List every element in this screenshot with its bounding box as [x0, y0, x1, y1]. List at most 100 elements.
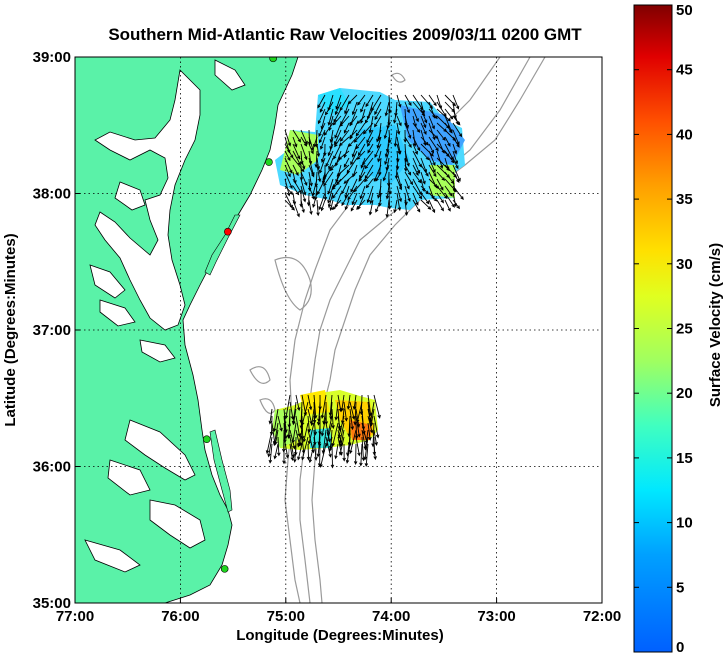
colorbar-tick-label: 45	[676, 62, 693, 79]
velocity-vector	[317, 108, 326, 125]
velocity-vector	[373, 394, 381, 419]
velocity-vector	[331, 199, 342, 211]
velocity-vector	[385, 199, 390, 218]
velocity-vector	[428, 136, 439, 152]
velocity-vector	[444, 150, 455, 164]
velocity-vector	[412, 157, 421, 174]
velocity-vector	[362, 122, 374, 135]
velocity-vector	[353, 178, 366, 193]
velocity-vector	[323, 185, 328, 201]
radar-station-marker	[269, 57, 277, 63]
velocity-vector	[452, 115, 461, 126]
velocity-vector	[384, 143, 390, 158]
velocity-vector	[420, 115, 427, 129]
velocity-vector	[347, 185, 358, 201]
velocity-vector	[420, 108, 428, 124]
velocity-vector	[404, 101, 410, 114]
velocity-vector	[382, 164, 390, 182]
velocity-vector	[412, 192, 419, 206]
velocity-vector	[293, 443, 297, 463]
velocity-vector	[339, 129, 350, 142]
velocity-vector	[289, 429, 296, 450]
velocity-vector	[374, 143, 382, 159]
velocity-vector	[374, 101, 382, 116]
velocity-vector	[364, 171, 374, 183]
velocity-vector	[265, 429, 273, 455]
velocity-vector	[367, 143, 374, 154]
velocity-vector	[404, 136, 412, 148]
velocity-vector	[420, 185, 429, 195]
velocity-vector	[396, 115, 402, 127]
velocity-vector	[404, 150, 410, 167]
velocity-vector	[396, 192, 402, 212]
velocity-vector	[308, 443, 315, 464]
velocity-vector	[412, 136, 421, 152]
velocity-vector	[300, 185, 307, 203]
radar-station-marker	[224, 227, 232, 236]
velocity-vector	[312, 192, 318, 208]
velocity-vector	[316, 143, 321, 158]
velocity-vector	[317, 443, 322, 468]
velocity-vector	[343, 122, 350, 134]
velocity-vector	[387, 192, 392, 210]
velocity-vector	[339, 94, 350, 112]
velocity-vector	[329, 199, 334, 211]
velocity-vector	[331, 408, 335, 430]
velocity-vector	[292, 150, 301, 166]
velocity-vector	[350, 199, 358, 212]
velocity-vector	[369, 408, 375, 427]
colorbar-gradient	[633, 4, 673, 653]
y-axis-ticks: 39:00 38:00 37:00 36:00 35:00	[33, 49, 80, 612]
velocity-vector	[316, 199, 320, 217]
velocity-vector	[308, 199, 313, 215]
velocity-vector	[338, 436, 345, 456]
velocity-vector	[373, 429, 378, 446]
velocity-vector	[317, 94, 326, 109]
velocity-vector	[353, 401, 357, 426]
velocity-vector	[300, 199, 305, 214]
velocity-vector	[297, 443, 303, 461]
velocity-vector	[316, 408, 321, 426]
velocity-vector	[349, 115, 358, 126]
velocity-vector	[353, 129, 366, 143]
velocity-vector	[300, 143, 308, 161]
velocity-vector	[338, 150, 350, 160]
velocity-vector	[377, 150, 382, 163]
bay-water	[84, 59, 246, 573]
velocity-vector	[374, 108, 382, 121]
velocity-vector	[291, 422, 297, 444]
radar-station-marker	[220, 565, 229, 573]
velocity-vector	[277, 436, 281, 457]
velocity-vector	[286, 422, 291, 439]
velocity-vector	[412, 129, 417, 147]
velocity-vector	[327, 185, 334, 204]
velocity-vector	[420, 164, 429, 177]
velocity-vector	[328, 157, 334, 170]
velocity-vector	[393, 199, 398, 214]
velocity-vector	[366, 185, 374, 204]
velocity-vector	[318, 122, 326, 138]
velocity-vector	[308, 136, 315, 152]
velocity-vector	[428, 108, 438, 120]
velocity-vector	[292, 129, 301, 143]
velocity-vector	[355, 122, 366, 137]
velocity-vector	[320, 394, 327, 419]
velocity-vector	[338, 136, 350, 147]
velocity-vector	[277, 415, 283, 432]
velocity-vector	[375, 171, 382, 182]
velocity-vector	[292, 143, 301, 160]
x-tick-label: 75:00	[267, 608, 305, 625]
velocity-vector	[336, 164, 350, 177]
x-tick-label: 76:00	[161, 608, 199, 625]
velocity-vector	[396, 143, 401, 155]
velocity-vector	[353, 443, 358, 465]
y-tick-label: 39:00	[33, 49, 71, 66]
colorbar-tick-label: 20	[676, 385, 693, 402]
velocity-vector	[363, 436, 369, 461]
radar-station-marker	[265, 158, 273, 166]
velocity-vector	[331, 422, 339, 447]
velocity-vectors	[265, 94, 464, 469]
velocity-vector	[350, 178, 358, 193]
velocity-vector	[355, 436, 361, 457]
